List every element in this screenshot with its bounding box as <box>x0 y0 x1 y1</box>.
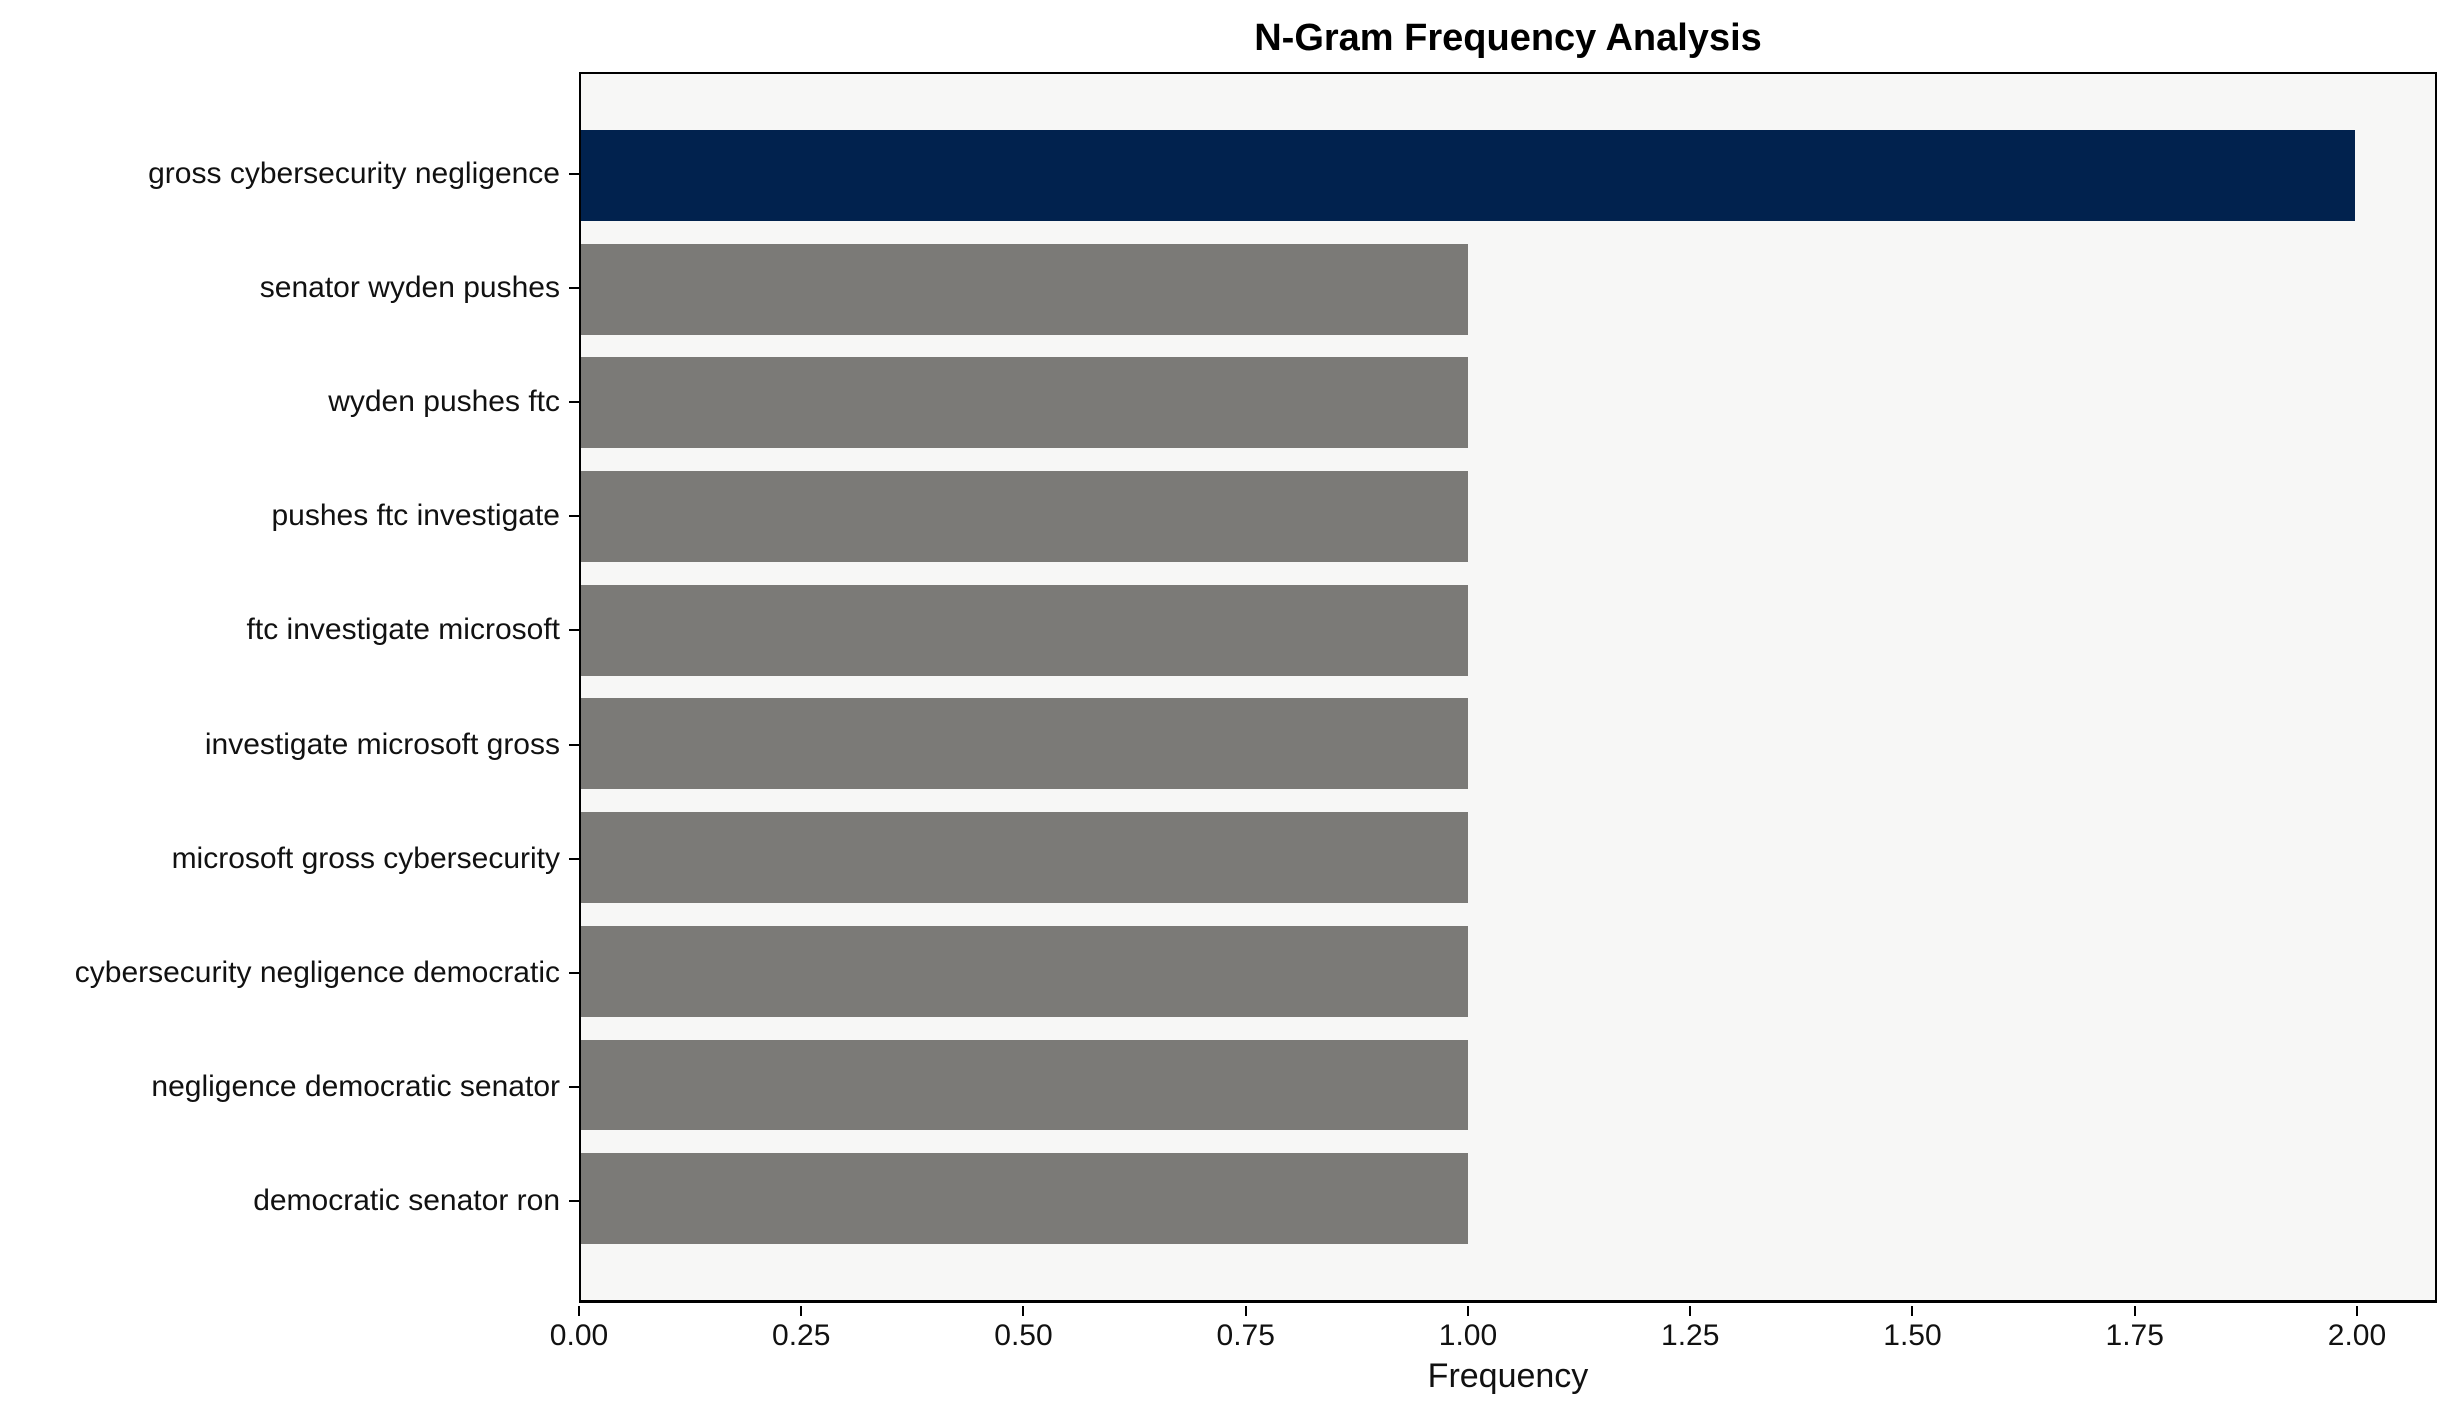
bar <box>581 584 1469 676</box>
x-tick-label: 0.75 <box>1216 1319 1275 1352</box>
x-tick-label: 0.25 <box>772 1319 831 1352</box>
y-tick-label: ftc investigate microsoft <box>246 613 560 647</box>
y-tick-label: negligence democratic senator <box>151 1070 560 1104</box>
bar-row <box>581 346 2435 460</box>
y-tick-label: senator wyden pushes <box>259 270 560 304</box>
x-tick-mark <box>578 1306 580 1316</box>
bar-row <box>581 1028 2435 1142</box>
bar <box>581 1153 1469 1245</box>
x-tick-mark <box>1689 1306 1692 1316</box>
x-tick-label: 0.50 <box>994 1319 1053 1352</box>
x-tick-label: 1.50 <box>1883 1319 1942 1352</box>
x-tick-mark <box>800 1306 803 1316</box>
y-tick-mark <box>569 1086 579 1089</box>
y-tick-mark <box>569 743 579 746</box>
y-tick-label: wyden pushes ftc <box>328 385 560 418</box>
y-tick-mark <box>569 1200 579 1203</box>
y-axis-labels: gross cybersecurity negligence senator wy… <box>0 72 560 1303</box>
x-tick-label: 1.25 <box>1661 1319 1720 1352</box>
chart-title: N-Gram Frequency Analysis <box>1254 17 1762 59</box>
x-tick-label: 0.00 <box>549 1319 609 1352</box>
y-tick-mark <box>569 972 579 974</box>
bar <box>581 243 1469 335</box>
y-tick-mark <box>569 172 579 175</box>
bar <box>581 925 1469 1017</box>
x-tick-label: 2.00 <box>2327 1319 2387 1352</box>
x-tick-mark <box>1911 1306 1914 1316</box>
x-tick-mark <box>1022 1306 1025 1316</box>
y-tick-label: democratic senator ron <box>253 1184 560 1218</box>
bar <box>581 812 1469 904</box>
x-axis-ticks <box>578 1303 2437 1317</box>
bar <box>581 129 2356 221</box>
y-tick-mark <box>569 857 579 860</box>
y-tick-mark <box>569 515 579 518</box>
x-tick-mark <box>1466 1306 1469 1316</box>
x-tick-label: 1.75 <box>2105 1319 2164 1352</box>
x-tick-mark <box>1244 1306 1247 1316</box>
bar-row <box>581 687 2435 801</box>
bar <box>581 470 1469 562</box>
x-tick-label: 1.00 <box>1438 1319 1498 1352</box>
y-tick-label: microsoft gross cybersecurity <box>171 841 560 875</box>
bar-row <box>581 914 2435 1028</box>
bar-row <box>581 119 2435 233</box>
x-axis-label: Frequency <box>1427 1357 1589 1395</box>
x-tick-mark <box>2133 1306 2136 1316</box>
y-tick-mark <box>569 286 579 289</box>
bar-row <box>581 460 2435 574</box>
bar <box>581 698 1469 790</box>
y-tick-mark <box>569 629 579 632</box>
bar-row <box>581 573 2435 687</box>
bar <box>581 1039 1469 1131</box>
bar <box>581 357 1469 449</box>
bar-row <box>581 801 2435 915</box>
bars-container <box>581 74 2435 1300</box>
bar-row <box>581 232 2435 346</box>
y-tick-label: cybersecurity negligence democratic <box>74 956 560 990</box>
y-tick-label: pushes ftc investigate <box>271 499 560 533</box>
y-axis-ticks <box>0 72 579 1303</box>
plot-area <box>579 72 2437 1303</box>
y-tick-label: gross cybersecurity negligence <box>148 156 560 190</box>
x-axis-tick-labels: 0.00 0.25 0.50 0.75 1.00 1.25 1.50 1.75 2.00 <box>550 1318 2437 1354</box>
y-tick-label: investigate microsoft gross <box>204 727 560 761</box>
bar-row <box>581 1142 2435 1256</box>
x-tick-mark <box>2355 1306 2358 1316</box>
y-tick-mark <box>569 401 579 403</box>
